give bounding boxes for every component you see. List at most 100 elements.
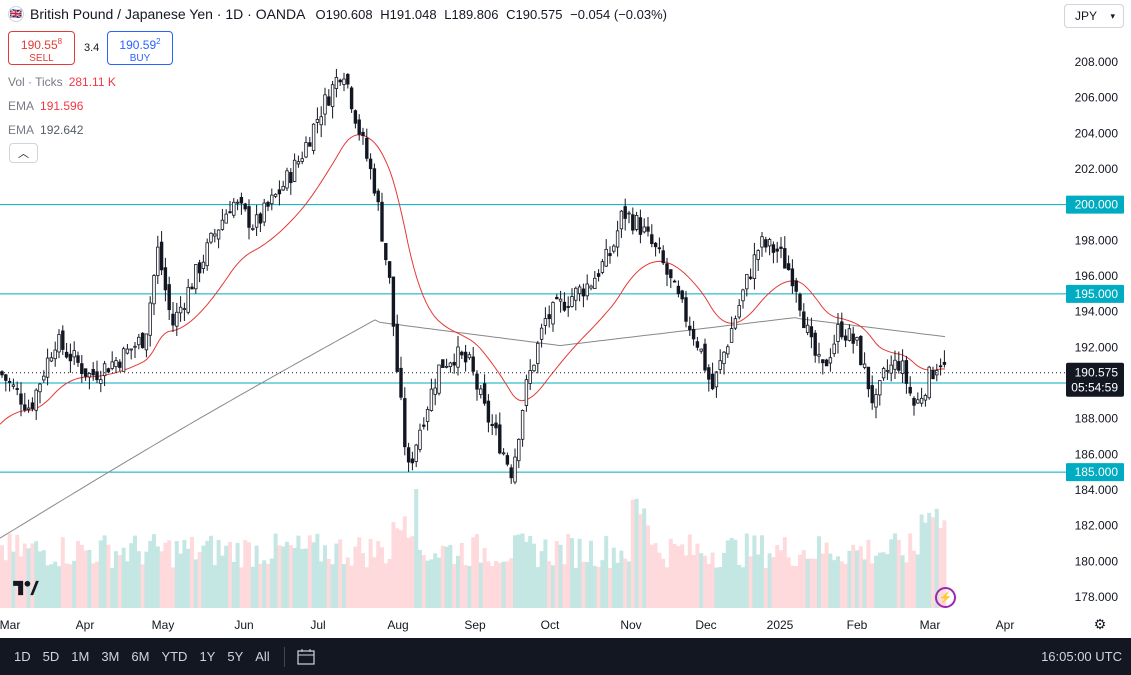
candle-body	[657, 247, 662, 250]
volume-bar	[471, 537, 476, 608]
time-tick-label: Feb	[847, 618, 868, 632]
candle-body	[897, 361, 901, 371]
candle-body	[646, 226, 650, 232]
volume-bar	[368, 538, 373, 608]
volume-bar	[41, 550, 46, 608]
candle-body	[273, 193, 278, 197]
volume-indicator-legend[interactable]: Vol · Ticks 281.11 K	[8, 75, 116, 89]
candle-body	[862, 363, 867, 368]
candle-body	[878, 380, 882, 396]
timeframe-all[interactable]: All	[255, 648, 270, 664]
volume-bar	[927, 512, 932, 608]
sell-label: SELL	[29, 53, 54, 64]
volume-bar	[87, 549, 92, 608]
volume-bar	[524, 541, 529, 608]
candle-body	[129, 348, 133, 351]
candle-body	[714, 371, 719, 388]
high-key: H	[380, 6, 390, 22]
volume-bar	[596, 566, 601, 608]
candle-body	[213, 233, 217, 237]
candle-body	[821, 359, 825, 364]
volume-bar	[820, 553, 825, 608]
candle-body	[205, 242, 209, 267]
price-tick-label: 192.000	[1075, 340, 1119, 354]
candle-body	[4, 374, 8, 381]
timeframe-5d[interactable]: 5D	[42, 648, 60, 664]
candle-body	[403, 398, 407, 448]
utc-clock[interactable]: 16:05:00 UTC	[1041, 649, 1122, 664]
volume-bar	[353, 546, 358, 608]
volume-bar	[372, 557, 377, 608]
ema-slow-value: 192.642	[40, 123, 84, 137]
volume-bar	[258, 563, 263, 608]
price-tick-label: 180.000	[1075, 554, 1119, 568]
candle-body	[688, 325, 692, 331]
ema-slow-legend[interactable]: EMA 192.642	[8, 123, 83, 137]
volume-bar	[216, 539, 221, 608]
buy-button[interactable]: 190.592 BUY	[107, 31, 173, 65]
tradingview-logo-icon[interactable]	[10, 578, 42, 598]
volume-bar	[611, 547, 616, 608]
timeframe-3m[interactable]: 3M	[101, 648, 120, 664]
candle-body	[741, 289, 745, 302]
candle-body	[368, 158, 373, 170]
candle-body	[361, 131, 365, 137]
candle-body	[790, 268, 795, 287]
volume-bar	[516, 534, 521, 608]
volume-bar	[729, 537, 734, 608]
volume-bar	[209, 535, 213, 608]
volume-bar	[171, 567, 175, 608]
volume-bar	[562, 564, 567, 608]
volume-bar	[57, 566, 61, 608]
volume-bar	[133, 535, 137, 608]
candle-body	[813, 332, 817, 356]
candle-body	[756, 250, 760, 260]
candle-body	[543, 318, 548, 326]
lightning-icon[interactable]: ⚡	[935, 587, 956, 608]
timeframe-1d[interactable]: 1D	[14, 648, 31, 664]
timeframe-5y[interactable]: 5Y	[227, 648, 244, 664]
candle-body	[144, 333, 149, 351]
candle-body	[574, 287, 578, 301]
volume-bar	[456, 555, 460, 608]
volume-bar	[254, 545, 259, 608]
collapse-legend-button[interactable]: ︿	[9, 143, 38, 163]
volume-bar	[748, 556, 753, 608]
calendar-range-icon[interactable]	[295, 647, 317, 667]
volume-bar	[885, 554, 890, 608]
candle-body	[539, 327, 544, 340]
ema-fast-legend[interactable]: EMA 191.596	[8, 99, 83, 113]
candle-body	[817, 354, 821, 357]
timeframe-6m[interactable]: 6M	[131, 648, 150, 664]
volume-bar	[296, 535, 301, 608]
sell-button[interactable]: 190.558 SELL	[8, 31, 75, 65]
price-chart[interactable]: 208.000 206.000 204.000 202.000 200.000 198.0…	[0, 0, 1131, 638]
symbol-title[interactable]: British Pound / Japanese Yen · 1D · OAND…	[30, 6, 306, 22]
time-tick-label: Jun	[234, 618, 253, 632]
volume-bar	[494, 560, 498, 608]
volume-bar	[699, 553, 704, 608]
candle-body	[722, 351, 726, 365]
volume-bar	[429, 559, 434, 608]
candle-body	[783, 248, 787, 269]
symbol-legend: 🇬🇧 British Pound / Japanese Yen · 1D · O…	[8, 6, 667, 22]
candle-body	[851, 333, 855, 344]
candle-body	[380, 201, 384, 242]
volume-bar	[535, 567, 540, 608]
candle-body	[140, 332, 145, 349]
candle-body	[338, 79, 342, 83]
candle-body	[315, 119, 320, 123]
volume-bar	[627, 561, 631, 608]
candle-body	[585, 283, 589, 297]
candle-body	[805, 324, 810, 333]
volume-bar	[877, 552, 882, 608]
volume-bar	[486, 561, 491, 608]
volume-bar	[235, 542, 240, 608]
timeframe-ytd[interactable]: YTD	[161, 648, 188, 664]
timeframe-1y[interactable]: 1Y	[199, 648, 216, 664]
gear-icon[interactable]: ⚙	[1093, 616, 1107, 632]
price-tick-label: 188.000	[1075, 412, 1119, 426]
volume-bar	[725, 540, 730, 608]
timeframe-1m[interactable]: 1M	[71, 648, 90, 664]
currency-selector[interactable]: JPY ▾	[1064, 4, 1124, 28]
